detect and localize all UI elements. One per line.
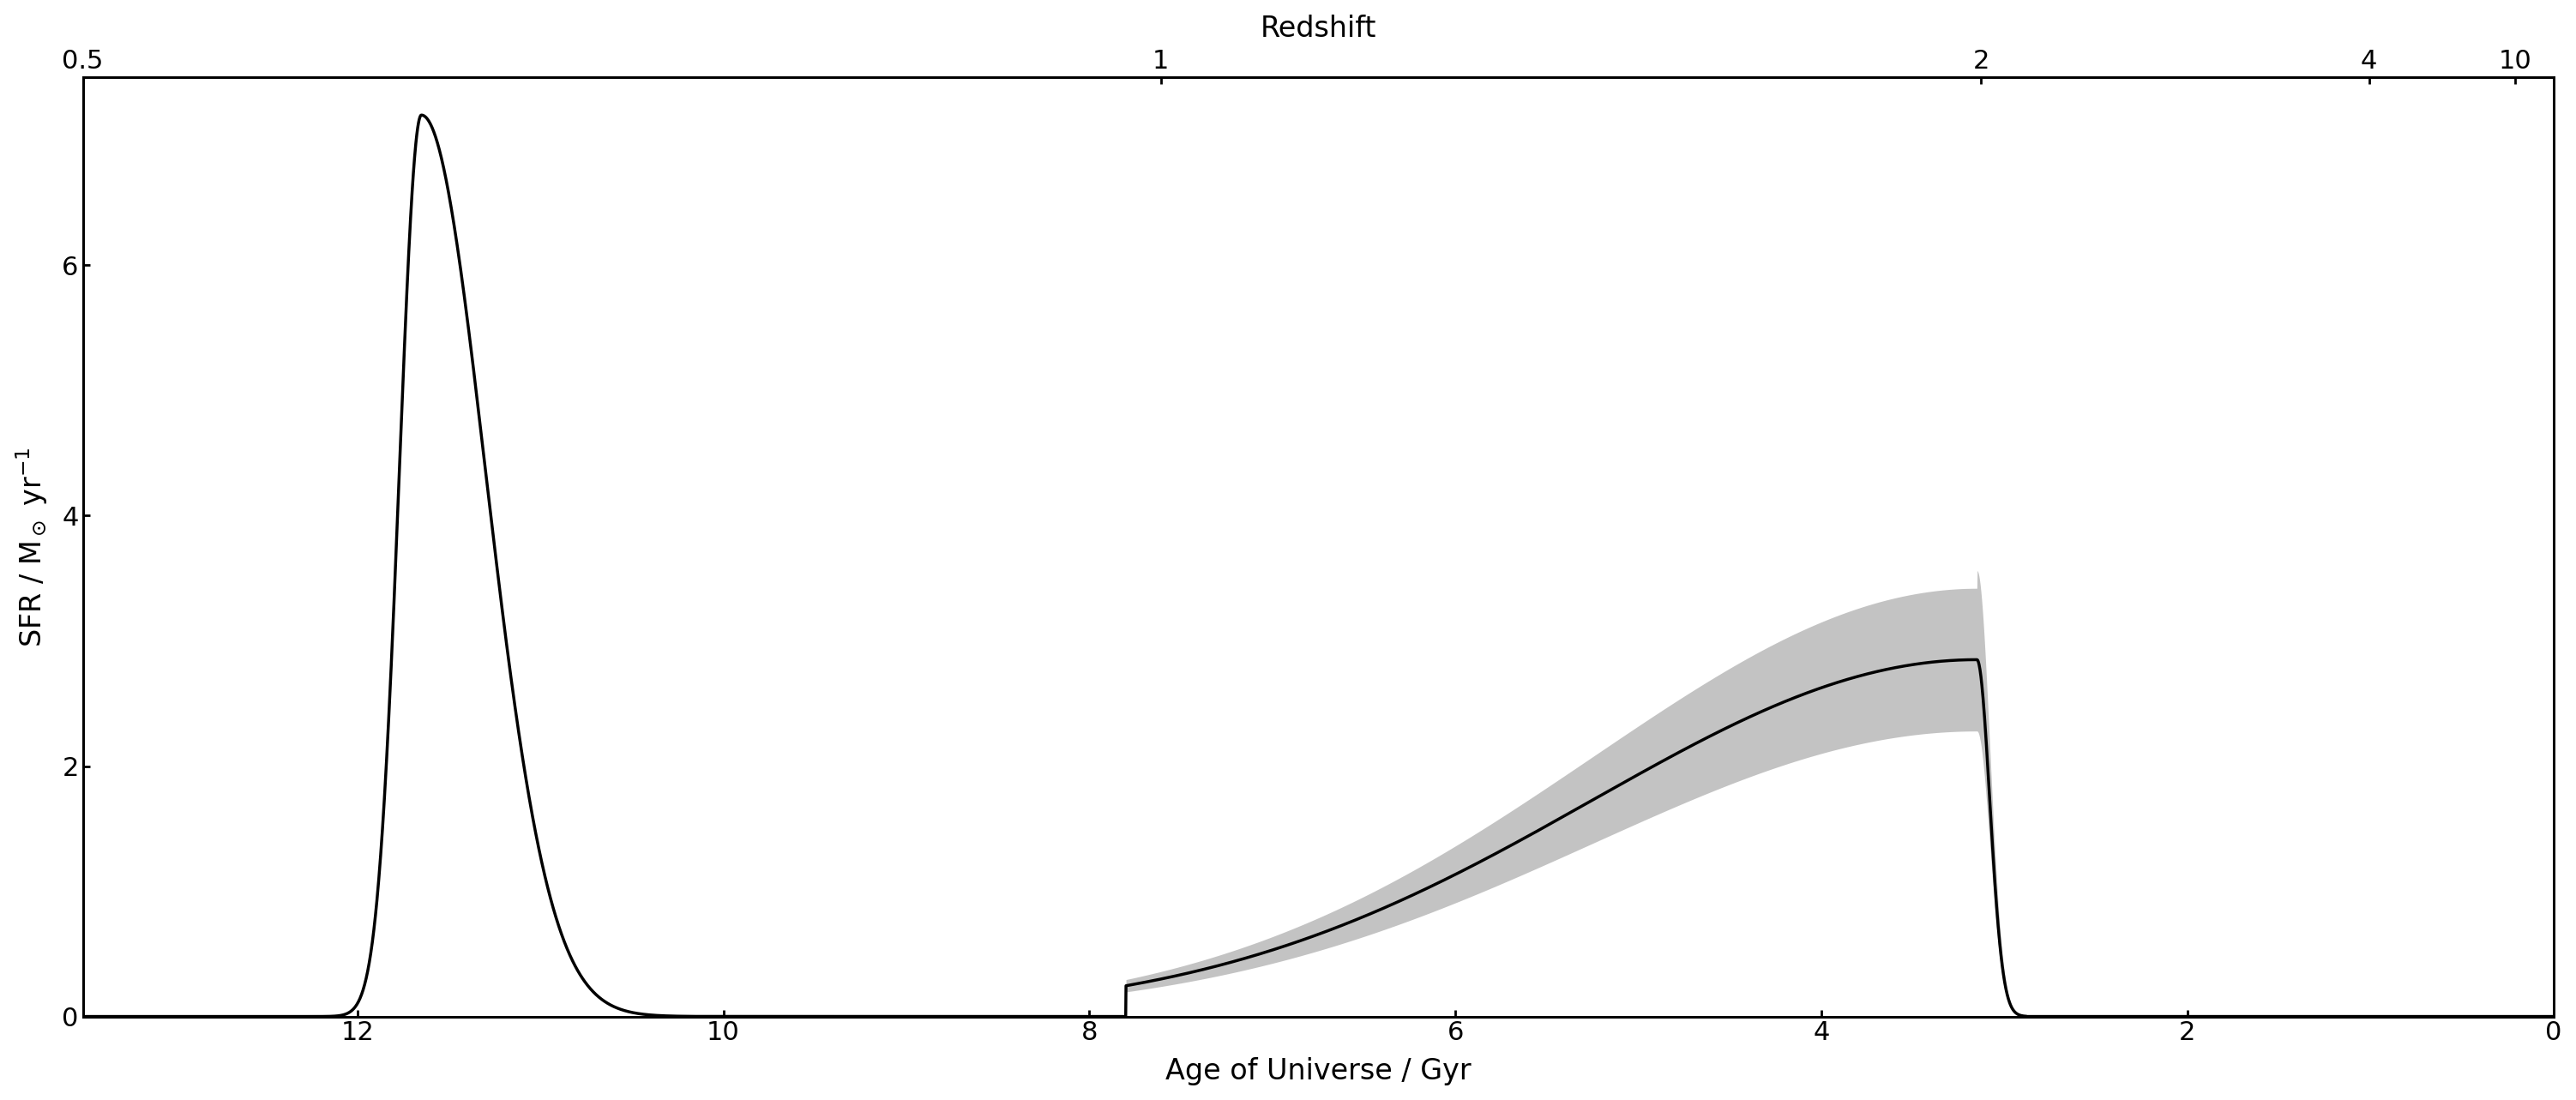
- Y-axis label: SFR / M$_\odot$ yr$^{-1}$: SFR / M$_\odot$ yr$^{-1}$: [15, 447, 49, 647]
- X-axis label: Redshift: Redshift: [1260, 14, 1376, 43]
- X-axis label: Age of Universe / Gyr: Age of Universe / Gyr: [1164, 1057, 1471, 1086]
